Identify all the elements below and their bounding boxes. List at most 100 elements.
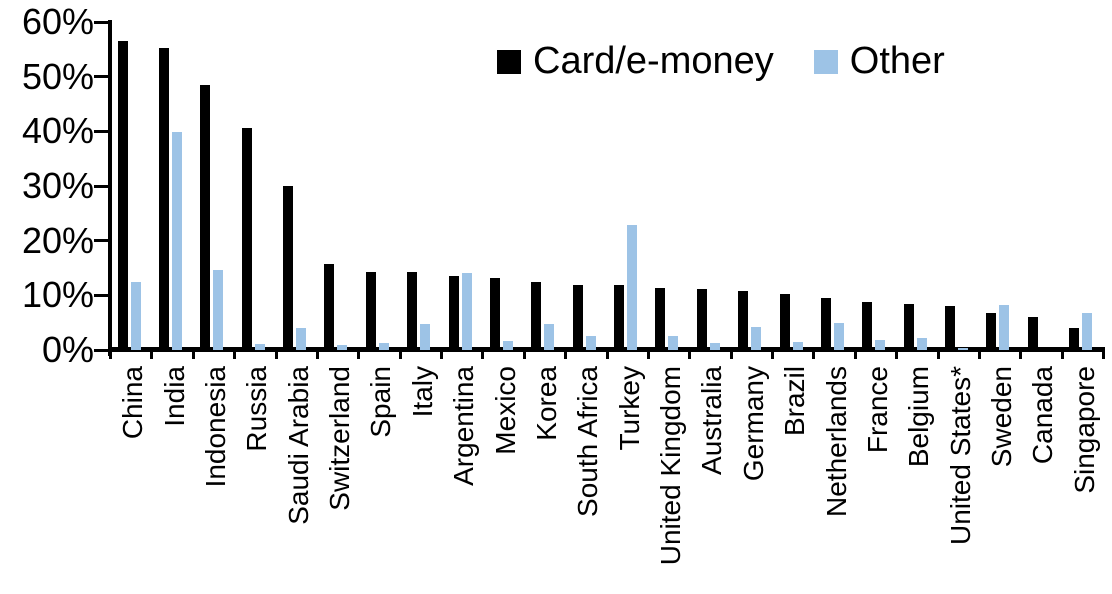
y-tick-label: 60% (21, 1, 94, 42)
x-category-label: Belgium (903, 366, 935, 468)
x-axis-line (108, 347, 1105, 352)
x-category-label: Russia (241, 366, 273, 452)
x-category-label: United Kingdom (655, 366, 687, 566)
bar-card (200, 85, 211, 350)
legend-item-card: Card/e-money (497, 40, 774, 83)
bar-other (585, 335, 596, 350)
x-tick (895, 351, 899, 359)
y-tick (94, 20, 108, 24)
bar-card (489, 278, 500, 350)
x-tick (150, 351, 154, 359)
bar-card (986, 313, 997, 350)
y-tick (94, 184, 108, 188)
x-tick (191, 351, 195, 359)
x-category-label: Netherlands (820, 366, 852, 517)
bar-other (213, 270, 224, 350)
bar-card (738, 290, 749, 350)
x-tick (1060, 351, 1064, 359)
bar-other (502, 341, 513, 350)
y-tick (94, 75, 108, 79)
bar-card (903, 304, 914, 350)
x-tick (812, 351, 816, 359)
y-tick (94, 239, 108, 243)
bar-card (1069, 328, 1080, 350)
bar-card (862, 301, 873, 350)
x-tick (440, 351, 443, 359)
bar-other (337, 345, 348, 350)
bar-card (696, 289, 707, 350)
y-tick-label: 10% (21, 274, 94, 316)
bar-card (655, 288, 666, 350)
bar-other (668, 336, 679, 350)
bar-other (792, 341, 803, 350)
bar-card (945, 305, 955, 350)
bar-card (117, 41, 128, 350)
bar-other (916, 337, 927, 350)
x-tick (522, 351, 526, 359)
bar-card (820, 298, 831, 350)
bar-other (709, 343, 720, 350)
x-category-label: Spain (365, 366, 397, 438)
x-category-label: Italy (406, 366, 438, 418)
bar-other (420, 324, 431, 350)
legend-card-label: Card/e-money (533, 40, 774, 82)
bar-card (572, 284, 583, 350)
bar-card (1027, 316, 1038, 350)
card-series-swatch-icon (497, 49, 521, 74)
x-tick (688, 351, 692, 359)
bar-card (241, 127, 252, 350)
bar-other (627, 225, 637, 350)
x-tick (1019, 351, 1023, 359)
bar-other (544, 323, 555, 350)
x-category-label: Argentina (448, 366, 480, 486)
x-category-label: China (117, 366, 149, 440)
x-tick (936, 351, 940, 359)
x-category-label: France (861, 366, 893, 454)
bar-other (254, 343, 265, 350)
x-category-label: India (158, 366, 190, 427)
x-category-label: Germany (737, 366, 769, 482)
x-tick (357, 351, 361, 359)
x-category-label: Switzerland (324, 366, 356, 511)
x-category-label: Saudi Arabia (282, 366, 314, 525)
bar-other (130, 282, 141, 350)
bar-other (751, 327, 762, 350)
x-tick (564, 351, 568, 359)
x-tick (109, 351, 112, 359)
bar-card (779, 294, 790, 350)
x-tick (274, 351, 278, 359)
bar-other (1082, 312, 1093, 350)
x-category-label: Mexico (489, 366, 521, 455)
legend: Card/e-money Other (497, 40, 945, 83)
bar-card (365, 271, 376, 350)
x-tick (977, 351, 981, 359)
x-category-label: United States* (944, 366, 976, 545)
x-tick (233, 351, 237, 359)
y-tick (94, 348, 108, 352)
y-axis-line (108, 20, 112, 356)
bar-other (875, 340, 886, 350)
y-tick (94, 293, 108, 297)
x-tick (605, 351, 609, 359)
x-tick (315, 351, 319, 359)
bar-card (283, 186, 293, 350)
bar-card (324, 264, 335, 350)
x-category-label: Brazil (779, 366, 811, 437)
x-category-label: Turkey (613, 366, 645, 451)
y-tick-label: 50% (21, 55, 94, 97)
bar-other (958, 348, 968, 350)
y-tick-label: 20% (21, 219, 94, 261)
x-tick (1102, 351, 1105, 359)
x-category-label: Indonesia (199, 366, 231, 488)
bar-card (448, 275, 459, 350)
x-tick (853, 351, 857, 359)
x-tick (481, 351, 485, 359)
other-series-swatch-icon (813, 49, 838, 74)
bar-other (296, 327, 306, 350)
x-tick (398, 351, 402, 359)
bar-card (407, 272, 418, 350)
bar-other (833, 322, 844, 350)
x-category-label: Sweden (986, 366, 1018, 468)
y-tick (94, 129, 108, 133)
